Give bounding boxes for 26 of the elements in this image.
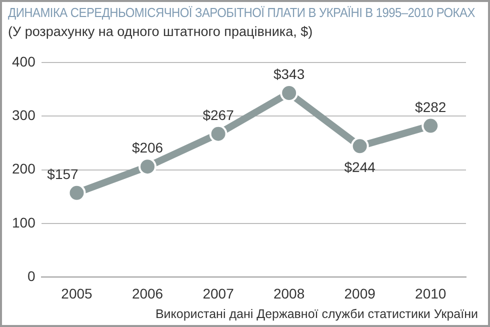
x-tick-label: 2005 bbox=[61, 285, 93, 302]
text: Використані дані Державної служби статистики України bbox=[155, 307, 478, 321]
point bbox=[209, 124, 228, 143]
y-tick-label: 0 bbox=[28, 268, 36, 284]
x-tick-label: 2008 bbox=[273, 285, 305, 302]
data-label: $157 bbox=[47, 166, 79, 182]
point bbox=[68, 184, 86, 202]
x-tick-label: 2009 bbox=[344, 285, 376, 302]
point bbox=[138, 158, 157, 176]
point bbox=[280, 84, 298, 102]
y-tick-label: 400 bbox=[12, 53, 36, 70]
x-tick-label: 2006 bbox=[132, 285, 164, 302]
y-tick-label: 300 bbox=[12, 106, 36, 123]
point bbox=[350, 137, 369, 156]
x-tick-label: 2010 bbox=[415, 285, 446, 302]
y-tick-label: 100 bbox=[12, 214, 36, 230]
chart-title: ДИНАМІКА СЕРЕДНЬОМІСЯЧНОЇ ЗАРОБІТНОЇ ПЛАТИ В УКРАЇНІ В 1995–2010 РОКАХ bbox=[8, 5, 475, 20]
y-tick-label: 200 bbox=[12, 160, 36, 177]
data-label: $206 bbox=[132, 140, 164, 156]
data-label: $343 bbox=[273, 66, 305, 82]
chart-subtitle: (У розрахунку на одного штатного працівника, $) bbox=[8, 24, 313, 39]
data-label: $267 bbox=[202, 106, 234, 123]
point bbox=[422, 116, 440, 135]
data-label: $282 bbox=[415, 98, 446, 115]
x-tick-label: 2007 bbox=[202, 285, 234, 302]
data-label: $244 bbox=[344, 159, 376, 176]
